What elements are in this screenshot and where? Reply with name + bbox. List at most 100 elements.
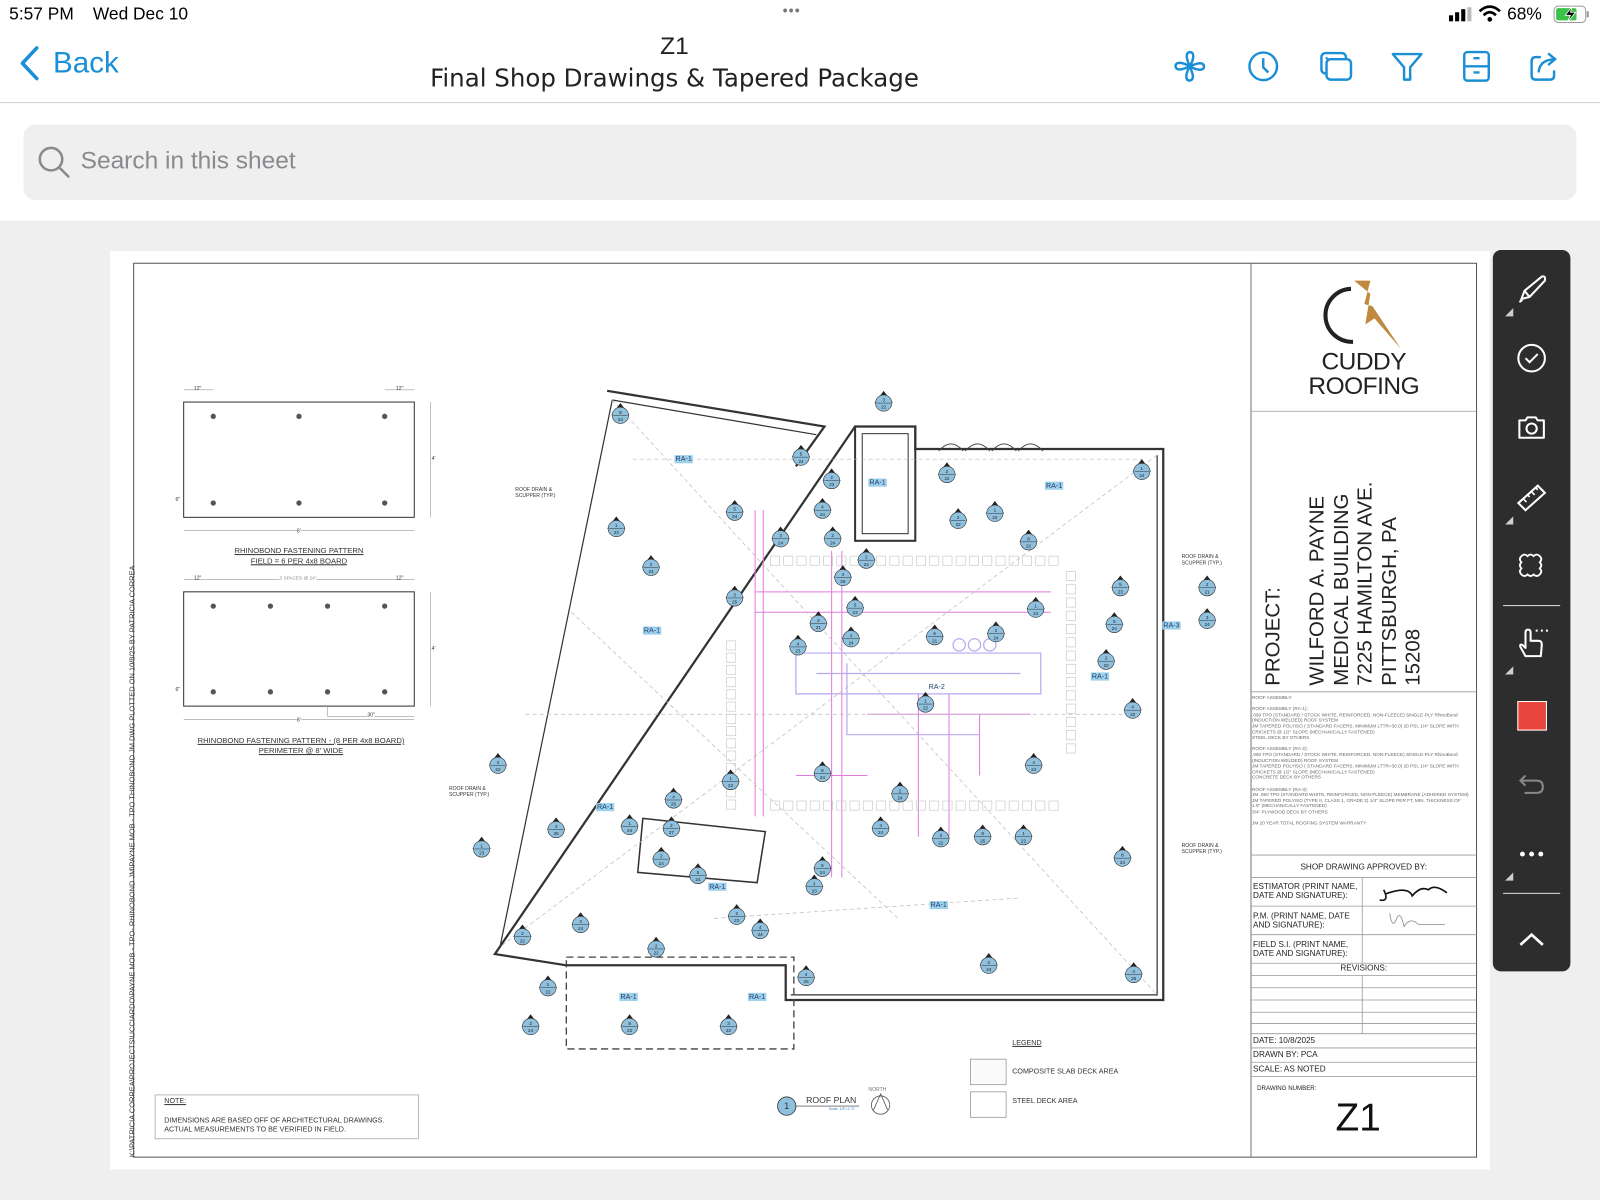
- detail-callout: 4 23: [788, 634, 808, 656]
- markup-toolbar: [1492, 249, 1571, 972]
- callout-detail: 2: [817, 618, 820, 623]
- paver: [1065, 571, 1076, 581]
- dimension: 4': [431, 456, 436, 463]
- project-line: 15208: [1402, 628, 1425, 686]
- clock-icon[interactable]: [1246, 49, 1281, 84]
- paver: [1065, 663, 1076, 674]
- color-swatch[interactable]: [1517, 701, 1547, 731]
- detail-callout: 223: [822, 468, 841, 490]
- spec-line: STEEL DECK BY OTHERS: [1252, 734, 1310, 740]
- callout-detail: 8: [619, 410, 622, 415]
- detail-callout: 222: [948, 508, 968, 529]
- pen-tool-icon[interactable]: [1511, 268, 1552, 309]
- drawing-sheet[interactable]: [110, 251, 1490, 1170]
- fastener-dot: [382, 689, 388, 695]
- paver: [915, 800, 926, 811]
- detail-callout: 822: [620, 1014, 639, 1035]
- spec-line: 3/4" PLYWOOD DECK BY OTHERS: [1252, 809, 1328, 815]
- roof-plan-label: [777, 1092, 891, 1116]
- overlay-icon[interactable]: [1318, 49, 1353, 84]
- search-input[interactable]: Search in this sheet: [23, 124, 1577, 200]
- paver: [809, 555, 820, 566]
- paver: [783, 555, 794, 566]
- pattern-subtitle: FIELD = 6 PER 4x8 BOARD: [250, 556, 348, 566]
- detail-callout: 422: [1123, 697, 1142, 719]
- detail-callout: 124: [620, 814, 639, 835]
- callout-detail: 4: [797, 641, 800, 646]
- undo-icon[interactable]: [1511, 763, 1552, 804]
- filter-icon[interactable]: [1390, 49, 1425, 84]
- callout-detail: 8: [1121, 853, 1124, 858]
- paver: [809, 800, 820, 811]
- ruler-icon[interactable]: [1511, 477, 1552, 518]
- roof-drain-label: ROOF DRAIN & SCUPPER (TYP.): [515, 486, 556, 499]
- roof-area-label: RA-1: [869, 479, 885, 487]
- roof-area-label: RA-1: [644, 627, 660, 635]
- more-icon[interactable]: [1511, 834, 1552, 875]
- battery-percent: 68%: [1507, 4, 1542, 24]
- callout-sheet: 25: [840, 579, 846, 584]
- detail-callout: 524: [813, 856, 832, 877]
- callout-detail: 8: [821, 768, 824, 773]
- callout-detail: 2: [946, 469, 949, 474]
- paver: [1008, 555, 1019, 566]
- callout-sheet: 22: [992, 515, 998, 520]
- drawing-number: Z1: [1335, 1096, 1381, 1140]
- toolbar-divider: [1503, 892, 1561, 894]
- multitask-dots[interactable]: •••: [782, 2, 801, 19]
- detail-callout: 324: [1197, 608, 1217, 629]
- detail-callout: 822: [1019, 529, 1038, 551]
- callout-detail: 2: [1105, 656, 1108, 661]
- detail-callout: 4 26: [664, 787, 683, 809]
- callout-detail: 2: [830, 475, 833, 480]
- paver: [1065, 730, 1076, 741]
- detail-callout: 224: [979, 953, 998, 974]
- ra-highlight: [929, 901, 948, 910]
- paver: [1035, 800, 1046, 811]
- chevron-up-icon[interactable]: [1511, 918, 1552, 959]
- fastener-dot: [324, 603, 331, 609]
- fan-icon[interactable]: [1172, 49, 1207, 84]
- detail-callout: 324: [771, 526, 790, 548]
- paver: [929, 555, 940, 566]
- roof-drain-label: ROOF DRAIN & SCUPPER (TYP.): [1181, 842, 1222, 856]
- scale-label: SCALE: AS NOTED: [1253, 1064, 1326, 1074]
- camera-icon[interactable]: [1511, 407, 1552, 448]
- callout-sheet: 24: [528, 1028, 534, 1033]
- callout-sheet: 24: [1031, 767, 1037, 772]
- callout-detail: 5: [854, 603, 857, 608]
- callout-detail: 1: [813, 881, 816, 886]
- checkmark-circle-icon[interactable]: [1511, 338, 1552, 379]
- paver: [1008, 800, 1019, 811]
- callout-sheet: 23: [795, 649, 801, 654]
- note-title: NOTE:: [164, 1097, 187, 1106]
- callout-sheet: 22: [545, 989, 551, 994]
- back-button[interactable]: Back: [14, 43, 119, 84]
- back-label: Back: [53, 46, 119, 80]
- share-icon[interactable]: [1527, 49, 1562, 84]
- callout-detail: 2: [735, 911, 738, 916]
- detail-callout: 224: [652, 846, 671, 868]
- paver: [889, 800, 900, 811]
- roof-area-label: RA-1: [620, 993, 636, 1001]
- project-line: WILFORD A. PAYNE: [1306, 495, 1329, 686]
- paver: [726, 677, 737, 688]
- detail-callout: 122: [1014, 824, 1033, 846]
- detail-callout: 122: [916, 691, 935, 713]
- detail-callout: 222: [937, 462, 957, 483]
- hand-select-icon[interactable]: [1511, 622, 1552, 663]
- callout-sheet: 25: [1131, 976, 1137, 981]
- paver: [783, 800, 794, 811]
- detail-callout: 523: [1111, 575, 1130, 597]
- callout-sheet: 24: [627, 828, 633, 833]
- paver: [876, 555, 887, 566]
- callout-detail: 2: [899, 788, 902, 793]
- cloud-markup-icon[interactable]: [1511, 546, 1552, 587]
- detail-callout: 322: [931, 826, 950, 848]
- callout-detail: 1: [1034, 604, 1037, 609]
- paver: [929, 800, 940, 811]
- toolbar-divider: [1503, 605, 1561, 607]
- cabinet-icon[interactable]: [1459, 49, 1494, 84]
- callout-sheet: 24: [659, 861, 665, 866]
- callout-detail: 2: [670, 823, 673, 828]
